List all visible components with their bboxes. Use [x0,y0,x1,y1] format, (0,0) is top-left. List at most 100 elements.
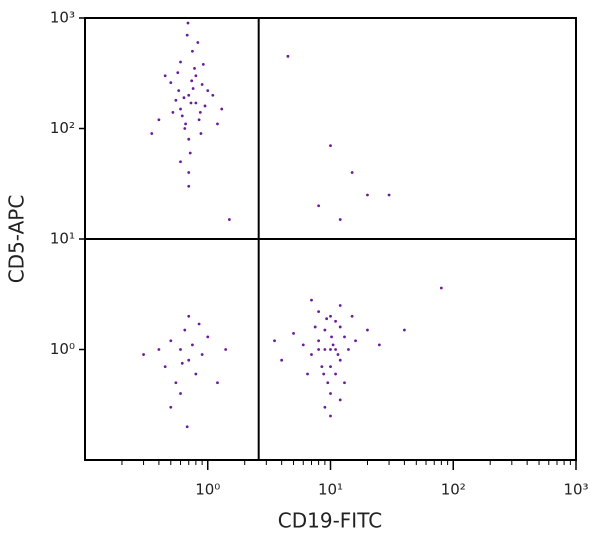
point [326,381,330,385]
point [350,314,354,318]
point [177,89,181,93]
point [301,343,305,347]
point [325,317,329,321]
point [189,101,193,105]
point [184,122,187,126]
point [163,365,167,369]
point [350,171,354,174]
point [329,348,332,351]
point [329,365,332,369]
point [187,171,191,174]
point [317,204,321,208]
point [199,132,203,135]
x-tick-label: 10¹ [318,481,343,499]
point [338,398,342,402]
point [343,335,346,339]
point [180,114,184,118]
point [183,328,187,332]
point [150,132,154,135]
point [216,381,219,385]
point [331,343,335,347]
x-tick-label: 10³ [563,481,588,499]
point [286,54,290,58]
point [334,348,337,351]
point [220,107,224,111]
point [216,122,219,126]
point [273,339,276,343]
point [174,381,178,385]
point [292,331,295,335]
point [306,372,309,376]
point [179,392,182,395]
point [336,353,340,356]
point [171,110,175,114]
point [179,107,182,111]
point [377,343,381,347]
point [198,110,202,114]
x-axis-title: CD19-FITC [278,509,382,533]
point [142,353,145,356]
point [329,144,332,148]
point [227,218,231,221]
point [187,358,191,362]
point [187,93,191,97]
x-tick-label: 10⁰ [195,481,220,499]
point [343,381,346,385]
y-tick-label: 10³ [50,9,75,27]
point [338,358,342,362]
point [193,66,196,70]
point [191,87,195,90]
point [439,286,443,290]
point [224,348,228,351]
point [323,348,327,351]
point [180,361,184,365]
point [176,71,180,75]
point [334,372,337,376]
point [323,405,327,409]
y-axis-title: CD5-APC [5,195,29,284]
point [200,353,204,356]
point [206,335,210,339]
y-tick-label: 10¹ [50,230,75,248]
point [334,319,337,323]
point [310,298,313,302]
point [203,104,207,108]
point [194,101,198,105]
point [194,372,198,376]
point [196,41,200,44]
point [191,343,194,347]
point [366,328,369,332]
point [280,358,284,362]
point [366,193,369,197]
point [183,127,187,130]
point [310,353,313,356]
point [313,325,317,329]
point [211,93,215,97]
point [174,98,178,102]
point [338,218,342,221]
point [317,348,321,351]
point [329,414,332,418]
point [330,335,333,339]
point [169,339,173,343]
point [320,365,324,369]
point [190,79,194,83]
point [185,33,189,37]
point [179,160,182,164]
point [187,184,191,188]
point [182,96,186,100]
point [179,60,182,64]
x-tick-label: 10² [441,481,466,499]
point [187,137,191,141]
y-tick-label: 10² [50,119,75,137]
point [179,348,182,351]
point [403,328,406,332]
point [354,339,357,343]
point [329,314,332,318]
point [157,118,161,122]
point [322,372,326,376]
point [188,151,192,155]
point [317,339,321,343]
point [317,310,321,314]
point [194,74,198,78]
